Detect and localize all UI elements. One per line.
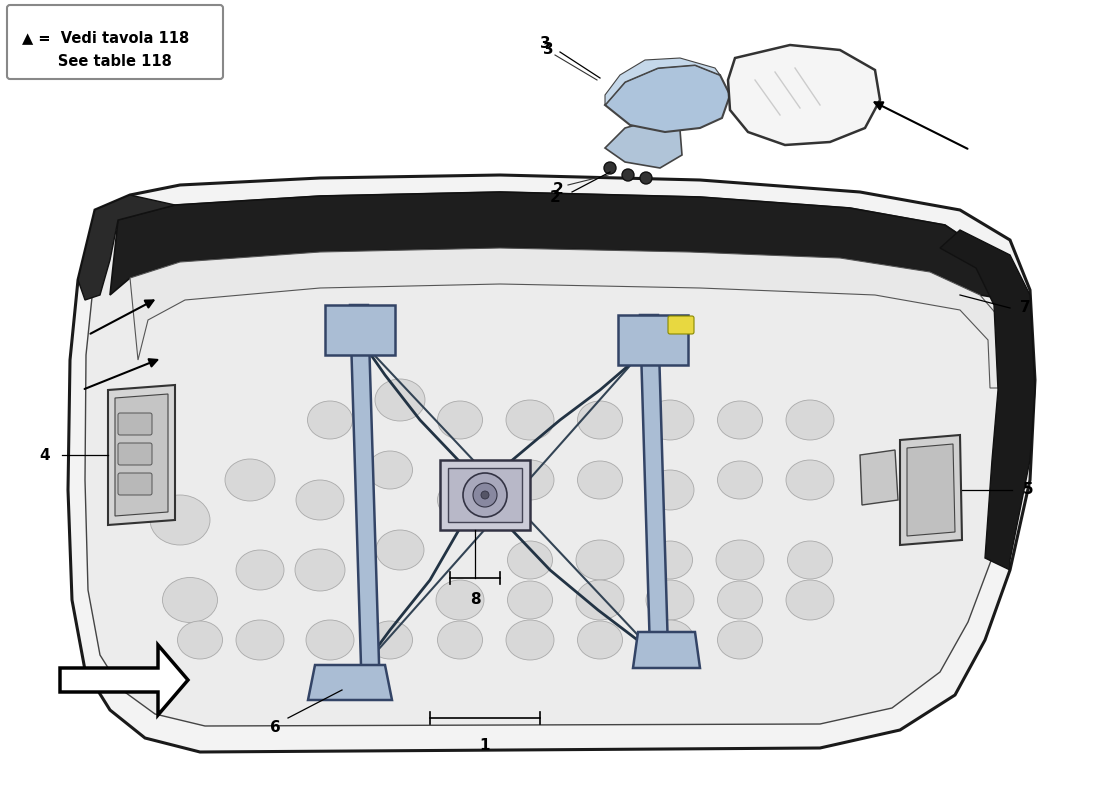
Polygon shape [860,450,898,505]
Ellipse shape [507,581,552,619]
FancyBboxPatch shape [7,5,223,79]
Polygon shape [68,175,1035,752]
FancyBboxPatch shape [668,316,694,334]
Ellipse shape [717,461,762,499]
Polygon shape [448,468,522,522]
Ellipse shape [226,459,275,501]
Ellipse shape [295,549,345,591]
Ellipse shape [578,461,623,499]
Polygon shape [78,195,175,300]
Polygon shape [116,394,168,516]
Ellipse shape [376,530,424,570]
Polygon shape [324,305,395,355]
Text: 6: 6 [270,721,280,735]
Polygon shape [85,192,1015,726]
Ellipse shape [367,621,412,659]
Polygon shape [605,65,730,132]
Text: 1: 1 [480,738,491,753]
Ellipse shape [576,540,624,580]
Polygon shape [60,645,188,715]
Ellipse shape [786,460,834,500]
Ellipse shape [646,580,694,620]
Text: 2: 2 [552,182,563,198]
Circle shape [473,483,497,507]
Ellipse shape [438,481,483,519]
Ellipse shape [436,580,484,620]
Ellipse shape [506,400,554,440]
Polygon shape [618,315,688,365]
Text: 2: 2 [550,190,560,206]
Ellipse shape [236,620,284,660]
Ellipse shape [296,480,344,520]
Polygon shape [350,305,380,698]
Polygon shape [605,118,682,168]
Ellipse shape [716,540,764,580]
Ellipse shape [786,400,834,440]
Polygon shape [605,58,720,105]
Circle shape [604,162,616,174]
Circle shape [463,473,507,517]
Text: 3: 3 [540,37,550,51]
Polygon shape [130,248,1012,388]
Polygon shape [728,45,880,145]
Polygon shape [108,385,175,525]
Text: ▲ =  Vedi tavola 118: ▲ = Vedi tavola 118 [22,30,189,46]
Polygon shape [308,665,392,700]
Circle shape [481,491,490,499]
Ellipse shape [375,379,425,421]
Ellipse shape [506,460,554,500]
Ellipse shape [438,621,483,659]
Polygon shape [632,632,700,668]
Polygon shape [900,435,962,545]
Ellipse shape [438,401,483,439]
FancyBboxPatch shape [118,443,152,465]
Text: 7: 7 [1020,301,1031,315]
Text: since1985: since1985 [462,523,578,566]
Text: 4: 4 [40,447,51,462]
Ellipse shape [646,620,694,660]
Ellipse shape [788,541,833,579]
Ellipse shape [578,621,623,659]
FancyBboxPatch shape [118,413,152,435]
Ellipse shape [163,578,218,622]
Circle shape [640,172,652,184]
Polygon shape [940,230,1035,570]
Ellipse shape [578,401,623,439]
Polygon shape [640,315,668,652]
Ellipse shape [507,541,552,579]
Text: 5: 5 [1023,482,1033,498]
Ellipse shape [786,580,834,620]
Text: See table 118: See table 118 [22,54,172,70]
Ellipse shape [308,401,352,439]
Ellipse shape [717,401,762,439]
Ellipse shape [236,550,284,590]
FancyBboxPatch shape [118,473,152,495]
Polygon shape [110,192,1010,300]
Ellipse shape [306,620,354,660]
Text: a passion: a passion [312,562,448,618]
Ellipse shape [367,451,412,489]
Ellipse shape [646,400,694,440]
Circle shape [621,169,634,181]
Polygon shape [908,444,955,536]
Ellipse shape [648,541,693,579]
Ellipse shape [717,621,762,659]
Ellipse shape [717,581,762,619]
Ellipse shape [506,620,554,660]
Text: 3: 3 [542,42,553,58]
Ellipse shape [646,470,694,510]
Ellipse shape [177,621,222,659]
Ellipse shape [150,495,210,545]
Polygon shape [440,460,530,530]
Text: europ: europ [312,423,607,577]
Ellipse shape [576,580,624,620]
Text: 8: 8 [470,593,481,607]
